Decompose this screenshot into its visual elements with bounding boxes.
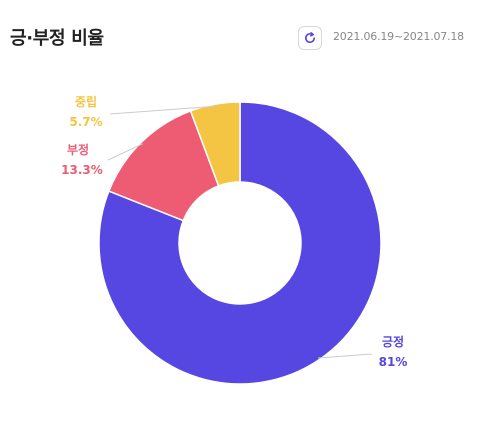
- slice-label-1: 부정: [67, 142, 89, 157]
- slice-label-2: 중립: [75, 95, 97, 109]
- slice-value-0: 81%: [379, 355, 408, 369]
- slice-label-0: 긍정: [382, 334, 404, 349]
- leader-line-2: [109, 105, 216, 115]
- donut-slice-0[interactable]: [98, 101, 382, 385]
- page-title: 긍·부정 비율: [10, 28, 104, 49]
- leader-line-0: [318, 353, 373, 359]
- date-range: 2021.06.19~2021.07.18: [333, 30, 464, 43]
- refresh-button[interactable]: [298, 26, 322, 50]
- slice-value-1: 13.3%: [61, 163, 103, 177]
- leader-line-1: [107, 143, 143, 161]
- refresh-icon: [305, 31, 316, 44]
- slice-value-2: 5.7%: [69, 115, 102, 129]
